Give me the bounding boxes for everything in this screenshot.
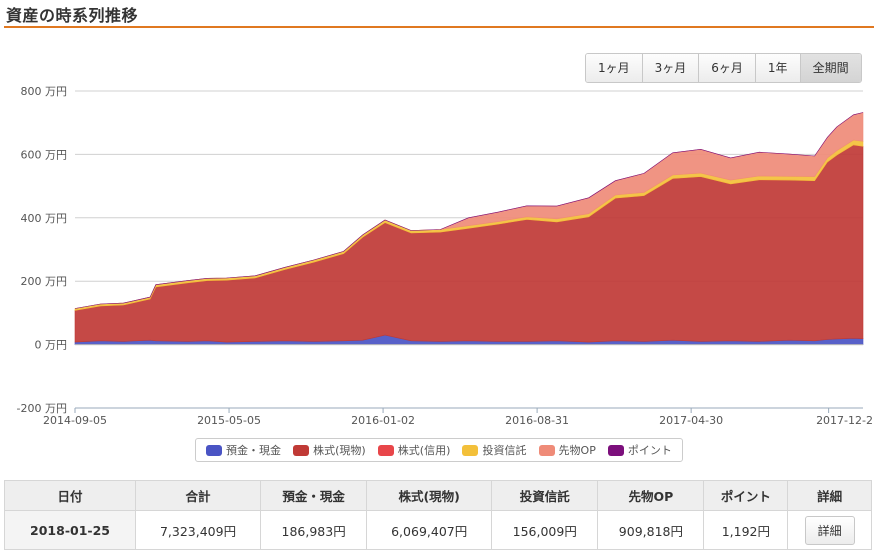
x-tick-label: 2016-01-02 bbox=[351, 414, 415, 427]
cell-date: 2018-01-25 bbox=[3, 510, 137, 550]
header-point: ポイント bbox=[703, 480, 789, 511]
page-title: 資産の時系列推移 bbox=[6, 6, 139, 25]
cell-detail: 詳細 bbox=[787, 510, 872, 550]
y-tick-label: 600 万円 bbox=[21, 148, 68, 161]
range-3month-button[interactable]: 3ヶ月 bbox=[642, 54, 700, 82]
y-tick-label: 800 万円 bbox=[21, 85, 68, 98]
cell-futures: 909,818円 bbox=[597, 510, 705, 550]
header-stock: 株式(現物) bbox=[366, 480, 493, 511]
cell-cash: 186,983円 bbox=[260, 510, 368, 550]
detail-button[interactable]: 詳細 bbox=[804, 515, 855, 545]
y-tick-label: -200 万円 bbox=[17, 402, 67, 415]
legend-swatch-margin bbox=[377, 444, 394, 456]
legend-label-point: ポイント bbox=[627, 444, 672, 457]
legend-swatch-stock bbox=[293, 444, 310, 456]
legend-label-cash: 預金・現金 bbox=[226, 444, 282, 457]
header-detail: 詳細 bbox=[787, 480, 872, 511]
header-cash: 預金・現金 bbox=[260, 480, 368, 511]
x-tick-label: 2015-05-05 bbox=[197, 414, 261, 427]
cell-total: 7,323,409円 bbox=[135, 510, 262, 550]
x-tick-label: 2016-08-31 bbox=[505, 414, 569, 427]
header-total: 合計 bbox=[135, 480, 262, 511]
legend-item-cash[interactable]: 預金・現金 bbox=[206, 442, 281, 458]
y-tick-label: 0 万円 bbox=[35, 339, 68, 352]
y-tick-label: 400 万円 bbox=[21, 212, 68, 225]
legend-label-futures: 先物OP bbox=[558, 444, 596, 457]
legend-swatch-futures bbox=[538, 444, 555, 456]
legend-label-stock: 株式(現物) bbox=[313, 444, 366, 457]
title-divider bbox=[4, 26, 874, 28]
legend-swatch-cash bbox=[206, 444, 223, 456]
header-futures: 先物OP bbox=[597, 480, 705, 511]
legend-label-fund: 投資信託 bbox=[482, 444, 527, 457]
legend-item-fund[interactable]: 投資信託 bbox=[462, 442, 526, 458]
header-date: 日付 bbox=[3, 480, 137, 511]
cell-stock: 6,069,407円 bbox=[366, 510, 493, 550]
x-tick-label: 2014-09-05 bbox=[43, 414, 107, 427]
range-selector: 1ヶ月 3ヶ月 6ヶ月 1年 全期間 bbox=[585, 53, 862, 83]
x-tick-label: 2017-04-30 bbox=[659, 414, 723, 427]
legend-item-margin[interactable]: 株式(信用) bbox=[377, 442, 451, 458]
range-1year-button[interactable]: 1年 bbox=[755, 54, 801, 82]
x-tick-label: 2017-12-2 bbox=[816, 414, 873, 427]
range-6month-button[interactable]: 6ヶ月 bbox=[699, 54, 756, 82]
legend-swatch-point bbox=[607, 444, 624, 456]
legend-item-futures[interactable]: 先物OP bbox=[538, 442, 596, 458]
legend-item-point[interactable]: ポイント bbox=[607, 442, 672, 458]
y-tick-label: 200 万円 bbox=[21, 275, 68, 288]
asset-chart: -200 万円 0 万円 200 万円 400 万円 600 万円 800 万円 2014-… bbox=[17, 85, 873, 427]
area-series-5 bbox=[74, 112, 864, 309]
table-header-row: 日付 合計 預金・現金 株式(現物) 投資信託 先物OP ポイント 詳細 bbox=[3, 480, 872, 511]
table-row: 2018-01-25 7,323,409円 186,983円 6,069,407… bbox=[3, 510, 872, 550]
range-1month-button[interactable]: 1ヶ月 bbox=[586, 54, 643, 82]
cell-point: 1,192円 bbox=[703, 510, 789, 550]
header-fund: 投資信託 bbox=[491, 480, 599, 511]
cell-fund: 156,009円 bbox=[491, 510, 599, 550]
legend-item-stock[interactable]: 株式(現物) bbox=[293, 442, 366, 458]
summary-table: 日付 合計 預金・現金 株式(現物) 投資信託 先物OP ポイント 詳細 201… bbox=[3, 480, 872, 550]
chart-legend: 預金・現金 株式(現物) 株式(信用) 投資信託 先物OP ポイント bbox=[195, 438, 683, 462]
legend-swatch-fund bbox=[462, 444, 479, 456]
legend-label-margin: 株式(信用) bbox=[397, 444, 451, 457]
range-all-button[interactable]: 全期間 bbox=[800, 54, 861, 82]
